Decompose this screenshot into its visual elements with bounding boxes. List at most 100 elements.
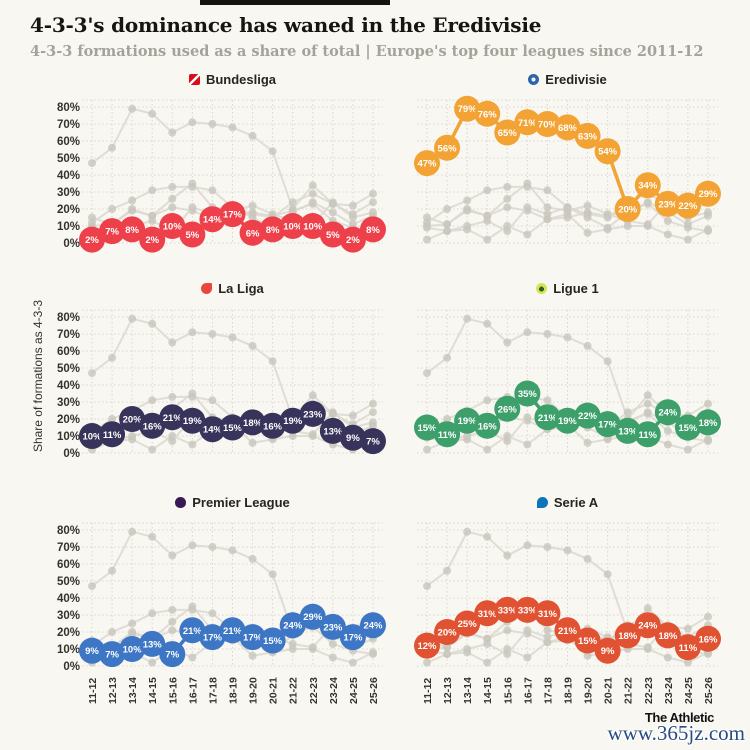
svg-text:79%: 79%	[458, 104, 478, 115]
svg-text:40%: 40%	[57, 593, 80, 605]
panel-title-serie-a: Serie A	[395, 495, 740, 510]
svg-text:0%: 0%	[63, 448, 80, 460]
panel-title-label: Serie A	[553, 495, 599, 510]
svg-text:34%: 34%	[638, 181, 658, 192]
svg-text:33%: 33%	[518, 605, 538, 616]
svg-text:18-19: 18-19	[562, 677, 574, 704]
panel-title-laliga: La Liga	[60, 281, 405, 296]
svg-text:11%: 11%	[679, 643, 698, 654]
athletic-brand-logo: The Athletic	[644, 710, 715, 725]
svg-text:23%: 23%	[303, 409, 323, 420]
panel-title-ligue1: Ligue 1	[395, 281, 740, 296]
y-axis-label: Share of formations as 4-3-3	[31, 299, 45, 453]
svg-text:16%: 16%	[263, 421, 283, 432]
svg-text:24-25: 24-25	[683, 677, 695, 704]
svg-text:20%: 20%	[438, 628, 458, 639]
chart-panel-premier-league: 0%10%20%30%40%50%60%70%80%9% 7% 10% 13%7%21…	[57, 522, 386, 704]
panel-title-label: Ligue 1	[553, 281, 599, 296]
svg-text:60%: 60%	[57, 136, 80, 148]
panel-title-eredivisie: Eredivisie	[395, 72, 740, 87]
svg-text:22%: 22%	[578, 411, 598, 422]
svg-text:29%: 29%	[303, 612, 323, 623]
svg-text:15%: 15%	[578, 636, 598, 647]
svg-text:18%: 18%	[243, 418, 263, 429]
svg-text:25-26: 25-26	[368, 677, 380, 704]
svg-text:24%: 24%	[363, 621, 383, 632]
site-watermark: www.365jz.com	[607, 721, 745, 745]
svg-text:19%: 19%	[183, 416, 203, 427]
svg-text:22%: 22%	[678, 201, 698, 212]
svg-text:14%: 14%	[203, 215, 223, 226]
svg-text:80%: 80%	[57, 525, 80, 537]
panel-title-label: Premier League	[192, 495, 290, 510]
svg-text:30%: 30%	[57, 397, 80, 409]
svg-text:21%: 21%	[558, 626, 578, 637]
svg-text:5%: 5%	[185, 230, 199, 241]
svg-text:50%: 50%	[57, 576, 80, 588]
page-title: 4-3-3's dominance has waned in the Eredi…	[30, 13, 542, 37]
svg-text:31%: 31%	[538, 609, 558, 620]
svg-text:24%: 24%	[283, 621, 303, 632]
svg-text:50%: 50%	[57, 153, 80, 165]
svg-text:13-14: 13-14	[127, 677, 139, 704]
svg-text:10%: 10%	[57, 431, 80, 443]
svg-text:56%: 56%	[438, 143, 458, 154]
svg-text:21%: 21%	[223, 626, 243, 637]
svg-text:70%: 70%	[57, 329, 80, 341]
ligue1-logo-icon	[536, 283, 548, 294]
svg-text:18%: 18%	[658, 631, 678, 642]
eredivisie-logo-icon	[528, 74, 540, 85]
svg-text:22-23: 22-23	[643, 677, 655, 704]
panel-title-label: Eredivisie	[545, 72, 607, 87]
svg-text:12-13: 12-13	[442, 677, 454, 704]
svg-text:25-26: 25-26	[703, 677, 715, 704]
svg-text:7%: 7%	[165, 650, 179, 661]
svg-text:9%: 9%	[346, 433, 360, 444]
svg-text:19-20: 19-20	[583, 677, 595, 704]
svg-text:17%: 17%	[243, 633, 263, 644]
svg-text:0%: 0%	[63, 238, 80, 250]
svg-text:23%: 23%	[658, 199, 678, 210]
svg-text:63%: 63%	[578, 131, 598, 142]
chart-panel-laliga: 0%10%20%30%40%50%60%70%80%10% 11%20%16%21…	[57, 309, 386, 460]
svg-text:10%: 10%	[283, 222, 303, 233]
svg-text:21%: 21%	[183, 626, 203, 637]
svg-text:19-20: 19-20	[248, 677, 260, 704]
svg-text:15%: 15%	[263, 636, 283, 647]
svg-text:20%: 20%	[123, 415, 143, 426]
svg-text:13%: 13%	[323, 426, 343, 437]
bundesliga-logo-icon	[188, 74, 200, 85]
svg-text:22-23: 22-23	[308, 677, 320, 704]
svg-text:2%: 2%	[85, 235, 99, 246]
svg-text:16-17: 16-17	[187, 677, 199, 704]
svg-text:13%: 13%	[618, 426, 638, 437]
svg-text:11%: 11%	[438, 430, 457, 441]
svg-text:24%: 24%	[658, 408, 678, 419]
svg-text:7%: 7%	[366, 437, 380, 448]
svg-text:15%: 15%	[678, 423, 698, 434]
svg-text:50%: 50%	[57, 363, 80, 375]
svg-text:47%: 47%	[417, 159, 437, 170]
svg-text:11-12: 11-12	[87, 678, 99, 704]
svg-text:16%: 16%	[143, 421, 163, 432]
svg-text:16%: 16%	[698, 634, 718, 645]
svg-text:10%: 10%	[123, 645, 143, 656]
svg-text:17%: 17%	[223, 210, 243, 221]
svg-text:17-18: 17-18	[207, 677, 219, 704]
svg-text:12-13: 12-13	[107, 677, 119, 704]
serie-a-logo-icon	[536, 497, 548, 508]
svg-text:30%: 30%	[57, 187, 80, 199]
svg-text:21-22: 21-22	[623, 677, 635, 704]
svg-text:23-24: 23-24	[328, 677, 340, 704]
svg-text:17%: 17%	[598, 420, 618, 431]
svg-text:14-15: 14-15	[482, 677, 494, 704]
svg-text:12%: 12%	[417, 641, 437, 652]
top-black-bar	[200, 0, 390, 5]
svg-text:2%: 2%	[145, 235, 159, 246]
svg-text:19%: 19%	[283, 416, 303, 427]
svg-text:0%: 0%	[63, 661, 80, 673]
panel-title-label: Bundesliga	[205, 72, 277, 87]
svg-text:80%: 80%	[57, 102, 80, 114]
svg-text:10%: 10%	[57, 221, 80, 233]
svg-text:15-16: 15-16	[502, 677, 514, 704]
